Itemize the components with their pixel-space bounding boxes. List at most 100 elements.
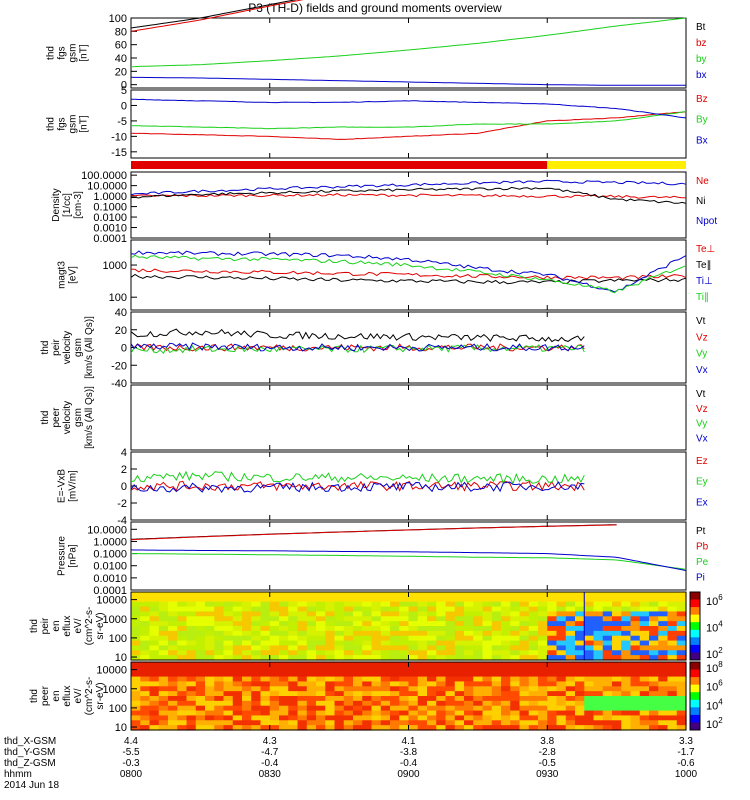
heatmap-cell (436, 676, 447, 683)
heatmap-cell (158, 681, 169, 687)
heatmap-cell (195, 676, 206, 683)
heatmap-cell (584, 596, 595, 603)
heatmap-cell (232, 621, 243, 627)
heatmap-cell (131, 650, 141, 656)
heatmap-cell (565, 681, 576, 687)
heatmap-cell (501, 696, 511, 702)
heatmap-cell (501, 650, 511, 656)
heatmap-cell (232, 671, 243, 678)
heatmap-cell (658, 710, 669, 717)
heatmap-cell (621, 696, 632, 702)
heatmap-cell (676, 715, 687, 721)
heatmap-cell (630, 676, 641, 683)
heatmap-cell (251, 606, 262, 613)
heatmap-cell (491, 640, 502, 647)
heatmap-cell (195, 700, 206, 707)
heatmap-cell (473, 662, 484, 668)
heatmap-cell (556, 645, 567, 651)
heatmap-cell (593, 596, 604, 603)
heatmap-cell (556, 666, 567, 673)
heatmap-cell (510, 686, 521, 692)
heatmap-cell (334, 705, 345, 712)
heatmap-cell (306, 640, 317, 647)
heatmap-cell (214, 715, 225, 721)
heatmap-cell (519, 715, 530, 721)
heatmap-cell (528, 671, 539, 678)
heatmap-cell (658, 592, 669, 598)
heatmap-cell (158, 606, 169, 613)
heatmap-cell (279, 681, 289, 687)
heatmap-cell (630, 606, 641, 613)
heatmap-cell (676, 592, 687, 598)
heatmap-cell (390, 681, 400, 687)
heatmap-cell (362, 645, 373, 651)
panel-frame (130, 311, 687, 384)
heatmap-cell (473, 616, 484, 622)
heatmap-cell (454, 630, 465, 637)
heatmap-cell (417, 592, 428, 598)
heatmap-cell (612, 696, 622, 702)
heatmap-cell (158, 662, 169, 668)
heatmap-cell (473, 635, 484, 642)
heatmap-cell (297, 705, 308, 712)
heatmap-cell (593, 686, 604, 692)
heatmap-cell (251, 700, 262, 707)
heatmap-cell (547, 626, 558, 632)
heatmap-cell (390, 686, 400, 692)
heatmap-cell (584, 671, 595, 678)
heatmap-cell (667, 696, 678, 702)
heatmap-cell (510, 596, 521, 603)
heatmap-cell (325, 696, 336, 702)
heatmap-cell (630, 621, 641, 627)
heatmap-cell (565, 676, 576, 683)
heatmap-cell (131, 671, 141, 678)
y-tick-label: 10.0000 (87, 524, 127, 536)
heatmap-cell (565, 616, 576, 622)
y-tick-label: 1.0000 (93, 191, 127, 203)
heatmap-cell (158, 691, 169, 697)
heatmap-cell (501, 621, 511, 627)
heatmap-cell (158, 596, 169, 603)
heatmap-cell (177, 691, 188, 697)
heatmap-cell (408, 705, 419, 712)
heatmap-cell (658, 655, 669, 661)
heatmap-cell (232, 696, 243, 702)
heatmap-cell (649, 596, 659, 603)
heatmap-cell (491, 720, 502, 726)
heatmap-cell (232, 650, 243, 656)
heatmap-cell (658, 635, 669, 642)
heatmap-cell (427, 635, 437, 642)
heatmap-cell (464, 645, 474, 651)
heatmap-cell (251, 601, 262, 608)
ephemeris-row-label: hhmm (4, 769, 32, 780)
heatmap-cell (140, 662, 151, 668)
heatmap-cell (380, 611, 391, 617)
heatmap-cell (380, 630, 391, 637)
heatmap-cell (306, 691, 317, 697)
heatmap-cell (612, 715, 622, 721)
heatmap-cell (575, 650, 585, 656)
heatmap-cell (639, 635, 650, 642)
heatmap-cell (325, 681, 336, 687)
ephemeris-value: -2.8 (539, 747, 557, 758)
y-tick-label: 0 (121, 100, 127, 112)
heatmap-cell (177, 700, 188, 707)
heatmap-cell (501, 645, 511, 651)
heatmap-cell (491, 606, 502, 613)
heatmap-cell (158, 655, 169, 661)
y-axis-label: peir (51, 338, 62, 355)
heatmap-cell (649, 592, 659, 598)
heatmap-cell (251, 662, 262, 668)
heatmap-cell (380, 640, 391, 647)
heatmap-cell (371, 681, 382, 687)
y-tick-label: 100 (109, 633, 127, 645)
heatmap-cell (362, 715, 373, 721)
heatmap-cell (445, 626, 456, 632)
heatmap-cell (482, 630, 493, 637)
heatmap-cell (556, 710, 567, 717)
heatmap-cell (565, 725, 576, 731)
legend-entry: Ti⊥ (696, 276, 713, 287)
heatmap-cell (482, 606, 493, 613)
heatmap-cell (639, 671, 650, 678)
heatmap-cell (667, 671, 678, 678)
